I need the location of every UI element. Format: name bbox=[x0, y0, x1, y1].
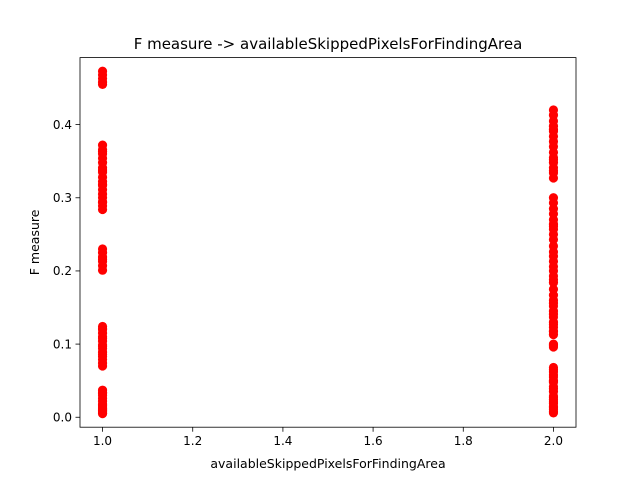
chart-title: F measure -> availableSkippedPixelsForFi… bbox=[134, 35, 523, 53]
x-tick-label: 1.6 bbox=[364, 434, 383, 448]
data-point bbox=[548, 247, 559, 257]
y-tick-label: 0.3 bbox=[53, 191, 72, 205]
data-point bbox=[548, 309, 559, 319]
x-tick-label: 1.8 bbox=[454, 434, 473, 448]
data-point bbox=[97, 333, 108, 343]
data-point bbox=[548, 392, 559, 403]
data-point bbox=[97, 165, 108, 175]
data-point bbox=[97, 388, 108, 398]
data-point bbox=[548, 221, 559, 231]
data-point bbox=[97, 254, 108, 264]
data-point bbox=[548, 340, 559, 351]
y-tick-label: 0.2 bbox=[53, 264, 72, 278]
x-tick-label: 1.0 bbox=[93, 434, 112, 448]
data-point bbox=[97, 265, 108, 275]
data-point bbox=[97, 197, 108, 207]
data-point bbox=[548, 298, 559, 308]
data-point bbox=[548, 166, 559, 176]
data-point bbox=[548, 365, 559, 375]
data-point bbox=[548, 125, 559, 135]
x-tick-label: 1.2 bbox=[183, 434, 202, 448]
data-point bbox=[97, 341, 108, 351]
data-point bbox=[548, 234, 559, 245]
data-point bbox=[97, 324, 108, 334]
x-axis-label: availableSkippedPixelsForFindingArea bbox=[210, 456, 445, 471]
data-point bbox=[548, 275, 559, 285]
data-point bbox=[97, 79, 108, 89]
data-point bbox=[548, 173, 559, 183]
data-point bbox=[97, 147, 108, 157]
data-point bbox=[548, 326, 559, 336]
y-tick-label: 0.4 bbox=[53, 118, 72, 132]
y-axis-ticks: 0.0 0.1 0.2 0.3 0.4 bbox=[53, 118, 80, 424]
scatter-points bbox=[97, 66, 559, 419]
plot-frame bbox=[79, 57, 577, 428]
y-tick-label: 0.1 bbox=[53, 337, 72, 351]
data-point bbox=[97, 180, 108, 190]
data-point bbox=[97, 361, 108, 371]
y-tick-label: 0.0 bbox=[53, 410, 72, 424]
y-axis-label: F measure bbox=[27, 209, 42, 275]
data-point bbox=[97, 408, 108, 419]
x-tick-label: 1.4 bbox=[273, 434, 292, 448]
x-axis-ticks: 1.0 1.2 1.4 1.6 1.8 2.0 bbox=[93, 427, 563, 448]
data-point bbox=[548, 319, 559, 329]
data-point bbox=[97, 349, 108, 359]
data-point bbox=[548, 384, 559, 394]
data-point bbox=[97, 204, 108, 215]
x-tick-label: 2.0 bbox=[544, 434, 563, 448]
data-point bbox=[548, 155, 559, 165]
